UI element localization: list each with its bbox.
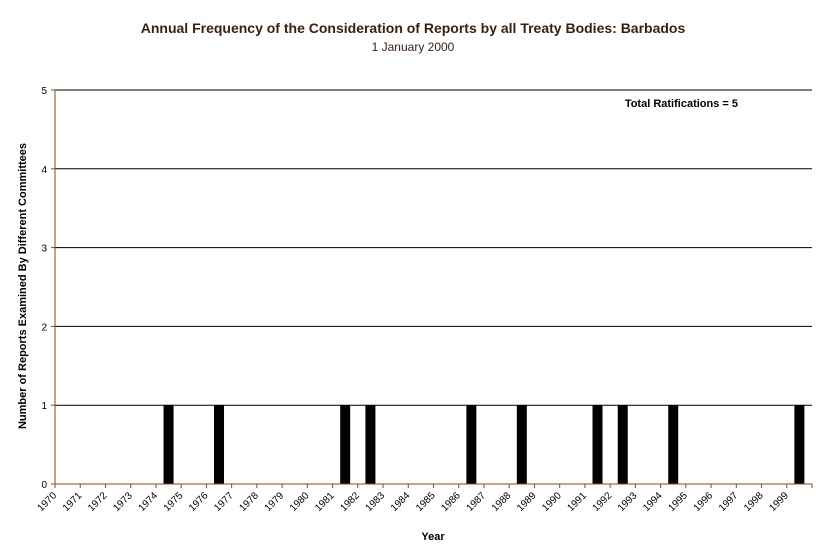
bar-1991 bbox=[592, 405, 603, 484]
x-tick-label-1990: 1990 bbox=[540, 490, 564, 514]
x-tick-label-1983: 1983 bbox=[364, 490, 388, 514]
bars bbox=[163, 405, 805, 484]
bar-1986 bbox=[466, 405, 477, 484]
bar-1982 bbox=[365, 405, 376, 484]
x-tick-label-1977: 1977 bbox=[212, 490, 236, 514]
x-tick-label-1976: 1976 bbox=[187, 490, 211, 514]
x-tick-label-1989: 1989 bbox=[515, 490, 539, 514]
bar-1992 bbox=[617, 405, 628, 484]
bar-1981 bbox=[340, 405, 351, 484]
y-axis-title: Number of Reports Examined By Different … bbox=[17, 143, 29, 429]
bar-1994 bbox=[668, 405, 679, 484]
x-tick-label-1992: 1992 bbox=[591, 490, 615, 514]
x-tick-label-1996: 1996 bbox=[692, 490, 716, 514]
y-tick-label-1: 1 bbox=[41, 401, 47, 412]
y-tick-label-4: 4 bbox=[41, 165, 47, 176]
total-ratifications-annotation: Total Ratifications = 5 bbox=[625, 98, 738, 110]
grid-lines bbox=[55, 89, 812, 406]
x-tick-label-1981: 1981 bbox=[313, 490, 337, 514]
x-tick-label-1984: 1984 bbox=[389, 490, 413, 514]
x-tick-label-1997: 1997 bbox=[717, 490, 741, 514]
y-tick-label-3: 3 bbox=[41, 244, 47, 255]
x-tick-label-1987: 1987 bbox=[465, 490, 489, 514]
x-tick-label-1978: 1978 bbox=[237, 490, 261, 514]
x-tick-label-1991: 1991 bbox=[566, 490, 590, 514]
y-tick-label-5: 5 bbox=[41, 86, 47, 97]
bar-1999 bbox=[794, 405, 805, 484]
x-tick-label-1982: 1982 bbox=[338, 490, 362, 514]
chart-subtitle: 1 January 2000 bbox=[372, 40, 455, 54]
x-tick-label-1979: 1979 bbox=[263, 490, 287, 514]
x-tick-label-1986: 1986 bbox=[439, 490, 463, 514]
x-tick-label-1995: 1995 bbox=[666, 490, 690, 514]
x-tick-label-1993: 1993 bbox=[616, 490, 640, 514]
y-tick-label-2: 2 bbox=[41, 322, 47, 333]
x-tick-label-1975: 1975 bbox=[162, 490, 186, 514]
chart-title: Annual Frequency of the Consideration of… bbox=[141, 20, 686, 36]
x-tick-label-1970: 1970 bbox=[36, 490, 60, 514]
bar-1974 bbox=[163, 405, 174, 484]
x-tick-label-1972: 1972 bbox=[86, 490, 110, 514]
bar-1976 bbox=[214, 405, 225, 484]
y-axis-ticks: 0 1 2 3 4 5 bbox=[41, 86, 55, 491]
x-axis-title: Year bbox=[421, 531, 445, 543]
bar-1988 bbox=[516, 405, 527, 484]
x-tick-label-1988: 1988 bbox=[490, 490, 514, 514]
x-tick-label-1994: 1994 bbox=[641, 490, 665, 514]
x-tick-label-1971: 1971 bbox=[61, 490, 85, 514]
x-axis-ticks: 1970 1971 1972 1973 1974 1975 1976 1977 1978 1979… bbox=[36, 484, 813, 514]
x-tick-label-1973: 1973 bbox=[111, 490, 135, 514]
x-tick-label-1980: 1980 bbox=[288, 490, 312, 514]
x-tick-label-1974: 1974 bbox=[137, 490, 161, 514]
x-tick-label-1999: 1999 bbox=[767, 490, 791, 514]
y-tick-label-0: 0 bbox=[41, 480, 47, 491]
x-tick-label-1985: 1985 bbox=[414, 490, 438, 514]
x-tick-label-1998: 1998 bbox=[742, 490, 766, 514]
